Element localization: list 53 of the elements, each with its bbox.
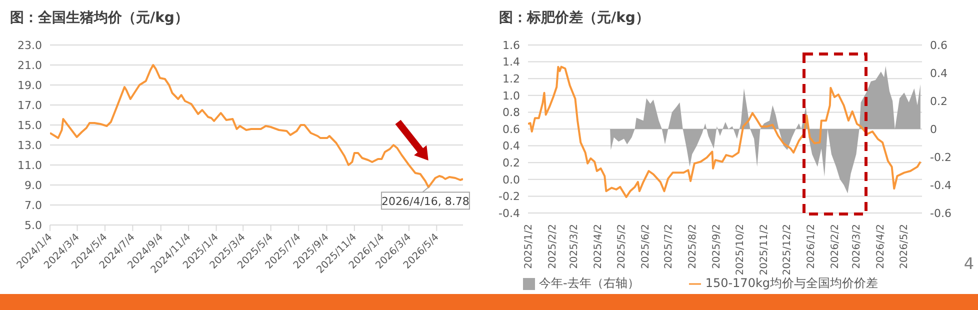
- x-tick-label: 2026/3/2: [852, 224, 863, 269]
- x-tick-label: 2025/4/2: [593, 224, 604, 269]
- x-tick-label: 2025/12/2: [782, 224, 794, 276]
- y2-tick-label: -0.6: [930, 206, 952, 220]
- x-tick-label: 2025/7/2: [664, 224, 675, 269]
- chart-title: 图：标肥价差（元/kg）: [499, 9, 650, 27]
- y2-tick-label: -0.4: [930, 178, 952, 192]
- x-tick-label: 2025/3/2: [569, 224, 580, 269]
- y-tick-label: 0.0: [502, 173, 520, 186]
- y2-tick-label: 0: [930, 122, 937, 136]
- x-tick-label: 2025/11/2: [758, 224, 770, 276]
- annotation: 2026/4/16, 8.78: [382, 195, 470, 208]
- y2-tick-label: 0.4: [930, 66, 948, 80]
- line-series: [528, 66, 922, 198]
- y-tick-label: 0.2: [502, 156, 520, 170]
- y-tick-label: -0.4: [498, 206, 520, 220]
- y-tick-label: 15.0: [18, 118, 42, 132]
- line-series: [50, 64, 463, 188]
- y2-tick-label: 0.6: [930, 38, 948, 52]
- x-tick-label: 2025/1/2: [524, 224, 534, 269]
- legend-label: 150-170kg均价与全国均价价差: [705, 276, 878, 290]
- text: 4: [964, 254, 974, 273]
- y2-tick-label: 0.2: [930, 94, 948, 108]
- y-tick-label: 9.0: [24, 178, 42, 192]
- x-tick-label: 2026/4/2: [876, 224, 887, 269]
- y-tick-label: 0.6: [502, 122, 520, 136]
- x-tick-label: 2025/2/2: [547, 224, 558, 269]
- chart-title: 图：全国生猪均价（元/kg）: [10, 9, 188, 27]
- x-tick-label: 2025/9/2: [712, 224, 723, 269]
- y-tick-label: 0.4: [502, 140, 520, 153]
- y-tick-label: 1.0: [502, 89, 520, 102]
- x-tick-label: 2025/8/2: [688, 224, 699, 269]
- y-tick-label: 13.0: [18, 138, 42, 152]
- y-tick-label: 1.2: [502, 72, 520, 86]
- y-tick-label: 19.0: [18, 78, 42, 92]
- y-tick-label: 23.0: [18, 38, 42, 52]
- x-tick-label: 2026/5/2: [898, 224, 910, 269]
- x-tick-label: 2025/10/2: [734, 224, 746, 276]
- y-tick-label: 1.6: [502, 38, 520, 52]
- y-tick-label: 21.0: [18, 58, 42, 72]
- y-tick-label: -0.2: [498, 190, 520, 204]
- y2-tick-label: -0.2: [930, 150, 952, 164]
- x-tick-label: 2025/6/2: [640, 224, 652, 269]
- y-tick-label: 7.0: [24, 198, 42, 212]
- y-tick-label: 5.0: [24, 218, 42, 232]
- y-tick-label: 1.4: [502, 56, 520, 69]
- x-tick-label: 2026/2/2: [830, 224, 842, 269]
- legend-label: 今年-去年（右轴）: [538, 276, 640, 290]
- y-tick-label: 17.0: [18, 98, 42, 112]
- y-tick-label: 0.8: [502, 106, 520, 120]
- x-tick-label: 2026/1/2: [806, 224, 818, 269]
- x-tick-label: 2025/5/2: [616, 224, 628, 269]
- y-tick-label: 11.0: [18, 158, 42, 172]
